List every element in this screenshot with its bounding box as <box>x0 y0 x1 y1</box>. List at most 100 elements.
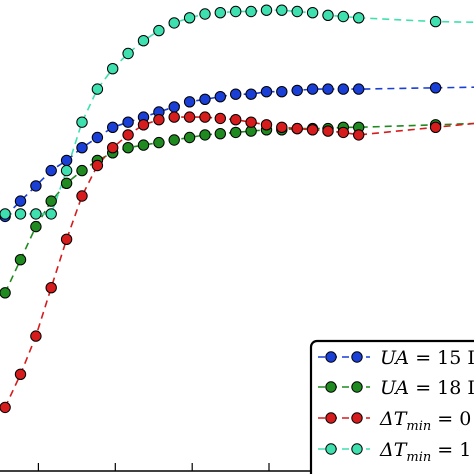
data-point-s4-22 <box>322 9 334 21</box>
data-point-s3-3 <box>30 330 42 342</box>
data-point-s1-12 <box>168 101 180 113</box>
data-point-s3-18 <box>260 119 273 131</box>
data-point-s3-6 <box>76 190 88 202</box>
data-point-s1-22 <box>322 83 334 95</box>
data-point-s4-7 <box>91 83 104 95</box>
data-point-s4-14 <box>199 8 211 20</box>
data-point-s1-16 <box>230 88 242 100</box>
data-point-s3-9 <box>122 129 134 141</box>
data-point-s3-15 <box>214 112 227 125</box>
data-point-s1-13 <box>183 96 196 108</box>
data-point-s4-18 <box>260 4 273 16</box>
data-point-s3-7 <box>91 159 104 172</box>
data-point-s1-3 <box>30 180 42 192</box>
data-point-s2-14 <box>199 129 211 141</box>
data-point-s3-14 <box>199 111 211 123</box>
legend-marker-3b <box>351 412 363 424</box>
data-point-s4-12 <box>168 17 180 29</box>
data-point-s4-5 <box>60 164 73 177</box>
data-point-s2-2 <box>14 254 27 266</box>
data-point-s3-2 <box>14 368 27 380</box>
data-point-s1-2 <box>14 195 27 207</box>
data-point-s3-1 <box>0 401 11 414</box>
data-point-s2-4 <box>45 195 57 207</box>
series-line-1 <box>4 86 474 217</box>
legend: UA = 15 I UA = 18 I ΔTmin = 0 ΔTmin = 1 <box>309 339 474 474</box>
data-point-s1-7 <box>91 131 104 144</box>
legend-marker-4b <box>351 443 363 455</box>
data-point-s3-21 <box>306 124 319 136</box>
data-point-s4-10 <box>137 35 150 47</box>
legend-marker-2 <box>325 381 337 393</box>
data-point-s1-20 <box>291 84 303 97</box>
legend-marker-2b <box>351 381 363 393</box>
legend-marker-1 <box>325 351 337 363</box>
data-point-s3-17 <box>245 116 257 128</box>
data-point-s4-13 <box>183 12 196 24</box>
data-point-s1-18 <box>260 86 273 98</box>
data-point-s4-3 <box>30 208 42 220</box>
data-point-s4-9 <box>122 47 134 60</box>
legend-marker-3 <box>325 412 337 424</box>
data-point-s2-6 <box>76 164 88 177</box>
data-point-s3-16 <box>230 114 242 126</box>
data-point-s1-8 <box>107 121 119 134</box>
data-point-s4-24 <box>353 12 365 24</box>
data-point-s2-16 <box>230 126 242 139</box>
data-point-s3-11 <box>153 114 165 126</box>
data-point-s1-14 <box>199 93 211 106</box>
data-point-s4-11 <box>153 24 165 37</box>
data-point-s2-15 <box>214 128 227 140</box>
series-line-4 <box>5 9 474 215</box>
data-point-s3-12 <box>168 111 180 123</box>
legend-label-2: UA = 18 I <box>380 377 474 399</box>
data-point-s2-13 <box>183 131 196 144</box>
legend-frame <box>309 339 474 474</box>
data-point-s4-6 <box>76 116 88 128</box>
data-point-s3-4 <box>45 282 57 294</box>
data-point-s3-10 <box>137 119 150 131</box>
legend-label-4: ΔTmin = 1 <box>379 439 471 465</box>
data-point-s4-4 <box>45 208 57 220</box>
data-point-s4-2 <box>14 208 27 220</box>
data-point-s3-19 <box>276 121 288 134</box>
legend-marker-1b <box>351 351 363 363</box>
data-point-s1-25 <box>429 82 442 94</box>
data-point-s1-4 <box>45 164 57 177</box>
data-point-s4-16 <box>230 5 242 18</box>
data-point-s2-9 <box>122 142 134 154</box>
series-line-2 <box>4 122 474 294</box>
data-point-s3-22 <box>322 125 334 137</box>
data-point-s1-24 <box>353 83 365 95</box>
legend-label-3: ΔTmin = 0 <box>379 408 471 434</box>
legend-label-1: UA = 15 I <box>380 347 474 369</box>
data-point-s4-20 <box>291 5 303 18</box>
data-point-s1-15 <box>214 91 227 103</box>
data-point-s2-12 <box>168 134 180 146</box>
data-point-s1-6 <box>76 142 88 154</box>
plot-area <box>0 4 474 414</box>
data-point-s3-25 <box>429 121 442 134</box>
data-point-s4-17 <box>245 5 257 18</box>
data-point-s2-10 <box>137 139 150 151</box>
data-point-s4-19 <box>276 4 288 16</box>
data-point-s3-24 <box>353 129 365 141</box>
data-point-s4-15 <box>214 7 227 19</box>
data-point-s1-23 <box>337 83 349 95</box>
data-point-s2-3 <box>30 220 42 233</box>
data-point-s3-5 <box>60 233 73 246</box>
data-point-s3-8 <box>107 142 119 154</box>
data-point-s2-11 <box>153 136 165 149</box>
data-point-s4-25 <box>429 15 442 28</box>
data-point-s3-13 <box>183 111 196 123</box>
data-point-s1-17 <box>245 88 257 100</box>
data-point-s3-23 <box>337 126 349 139</box>
data-point-s3-20 <box>291 122 303 135</box>
data-point-s1-19 <box>276 86 288 98</box>
data-point-s2-5 <box>60 177 73 190</box>
data-point-s1-9 <box>122 116 134 128</box>
data-point-s1-21 <box>306 83 319 95</box>
data-point-s1-5 <box>60 154 73 167</box>
data-point-s4-21 <box>306 7 319 19</box>
